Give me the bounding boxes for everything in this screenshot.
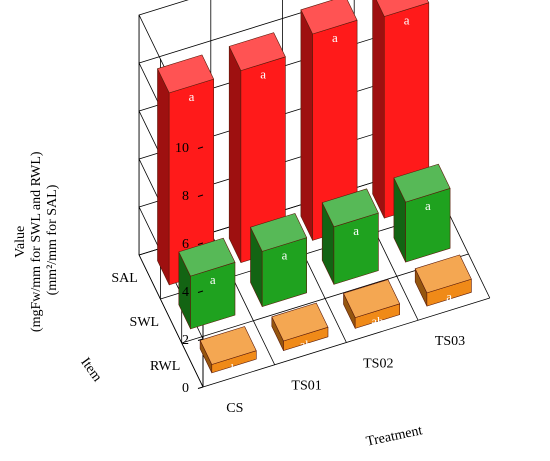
z-axis-title-line-1: Value: [13, 226, 28, 258]
z-tick-label-0: 0: [182, 381, 189, 396]
gridline-floor-y-0: [202, 297, 490, 388]
bar-swl-ts01: a: [250, 213, 308, 307]
bar-left-face: [157, 68, 170, 286]
x-tick-label-cs: CS: [226, 401, 243, 416]
z-tick-label-4: 8: [182, 189, 189, 204]
z-tick-label-3: 6: [182, 237, 189, 252]
bar-top-face: [157, 54, 214, 94]
bar-significance-label: a: [260, 67, 266, 82]
y-tick-label-rwl: RWL: [150, 359, 180, 374]
bar-significance-label: a: [425, 198, 431, 213]
x-tick-label-ts03: TS03: [435, 334, 465, 349]
bar-top-face: [199, 326, 257, 365]
z-tick-mark-2: [197, 290, 204, 293]
bar-swl-ts02: a: [321, 188, 379, 285]
bar-top-face: [178, 237, 236, 277]
bar-left-face: [300, 9, 313, 241]
z-tick-label-5: 10: [175, 141, 189, 156]
bar-significance-label: ab: [300, 337, 312, 352]
x-axis-title: Treatment: [365, 423, 424, 450]
bar-top-face: [321, 188, 379, 228]
bar-sal-ts01: a: [228, 32, 286, 263]
y-tick-label-swl: SWL: [130, 315, 160, 330]
z-tick-mark-1: [197, 338, 204, 341]
bar-left-face: [228, 46, 242, 263]
z-axis-title-line-3: (mm²/mm for SAL): [45, 184, 60, 295]
bar-significance-label: a: [446, 289, 452, 304]
z-tick-mark-5: [197, 146, 204, 149]
bar-top-face: [393, 163, 451, 203]
chart-axes: 0 2 4 6 8 10 SAL SWL RWL CS TS01 TS02 TS03: [111, 141, 465, 416]
z-axis-title: Value (mgFw/mm for SWL and RWL) (mm²/mm …: [13, 148, 60, 332]
z-tick-label-2: 4: [182, 285, 189, 300]
z-tick-label-1: 2: [182, 333, 189, 348]
bar-sal-ts02: a: [300, 0, 358, 241]
bar-swl-ts03: a: [393, 163, 451, 263]
z-tick-mark-0: [197, 386, 204, 389]
z-axis-title-line-2: (mgFw/mm for SWL and RWL): [29, 151, 44, 332]
gridline-floor-x-0: [138, 254, 204, 388]
bar-top-face: [228, 32, 286, 71]
bar-left-face: [372, 0, 385, 219]
x-tick-label-ts02: TS02: [363, 356, 393, 371]
y-tick-label-sal: SAL: [111, 271, 137, 286]
bar-rwl-ts02: ab: [343, 279, 401, 329]
bar-top-face: [271, 302, 329, 342]
bar-rwl-ts01: ab: [271, 302, 329, 352]
bar-top-face: [300, 0, 358, 35]
x-tick-label-ts01: TS01: [291, 379, 321, 394]
bar-top-face: [343, 279, 401, 318]
bar-significance-label: a: [282, 248, 288, 263]
bar-top-face: [414, 254, 472, 294]
bar-significance-label: b: [231, 361, 238, 376]
bar-top-face: [375, 0, 430, 17]
bar-significance-label: a: [353, 223, 359, 238]
bar-sal-cs: a: [157, 54, 214, 286]
z-tick-mark-3: [197, 242, 204, 245]
bar-significance-label: a: [189, 89, 195, 104]
bar-significance-label: a: [332, 30, 338, 45]
bar-rwl-ts03: a: [414, 254, 472, 307]
bar-top-face: [250, 213, 308, 252]
z-tick-mark-4: [197, 194, 204, 197]
bar-sal-ts03: a: [372, 0, 430, 219]
y-axis-title: Item: [77, 355, 104, 385]
bar-rwl-cs: b: [199, 326, 257, 376]
bar-significance-label: a: [404, 13, 410, 28]
bar-significance-label: a: [210, 272, 216, 287]
bar-swl-cs: a: [178, 237, 236, 330]
bar-significance-label: ab: [371, 314, 383, 329]
